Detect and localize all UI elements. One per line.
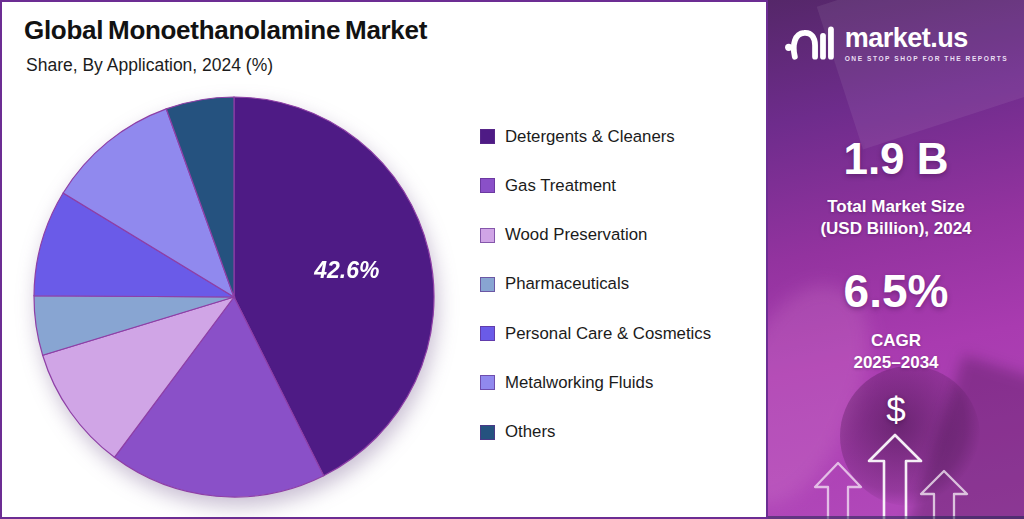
market-us-logo-icon: [784, 24, 836, 62]
legend-label: Pharmaceuticals: [505, 274, 629, 294]
legend-label: Others: [505, 422, 555, 442]
cagr-label: CAGR 2025–2034: [768, 330, 1024, 374]
legend-item: Gas Treatment: [480, 177, 711, 194]
market-size-label: Total Market Size (USD Billion), 2024: [768, 196, 1024, 240]
chart-legend: Detergents & Cleaners Gas Treatment Wood P…: [480, 128, 711, 473]
legend-swatch: [480, 178, 495, 193]
legend-item: Others: [480, 424, 711, 441]
legend-swatch: [480, 228, 495, 243]
market-us-logo: market.us ONE STOP SHOP FOR THE REPORTS: [768, 24, 1024, 62]
legend-swatch: [480, 326, 495, 341]
legend-item: Pharmaceuticals: [480, 276, 711, 293]
legend-label: Personal Care & Cosmetics: [505, 324, 711, 344]
legend-swatch: [480, 425, 495, 440]
legend-label: Detergents & Cleaners: [505, 127, 675, 147]
legend-swatch: [480, 129, 495, 144]
legend-label: Metalworking Fluids: [505, 373, 653, 393]
legend-item: Detergents & Cleaners: [480, 128, 711, 145]
legend-item: Metalworking Fluids: [480, 374, 711, 391]
legend-label: Gas Treatment: [505, 176, 616, 196]
legend-swatch: [480, 375, 495, 390]
brand-name: market.us: [845, 25, 1009, 52]
legend-label: Wood Preservation: [505, 225, 647, 245]
brand-sidebar: market.us ONE STOP SHOP FOR THE REPORTS …: [768, 0, 1024, 519]
legend-item: Personal Care & Cosmetics: [480, 325, 711, 342]
page-title: Global Monoethanolamine Market: [24, 15, 427, 46]
dollar-icon: $: [768, 390, 1024, 430]
page-subtitle: Share, By Application, 2024 (%): [26, 55, 273, 76]
cagr-value: 6.5%: [768, 264, 1024, 318]
chart-panel: Global Monoethanolamine Market Share, By…: [0, 0, 768, 519]
brand-tagline: ONE STOP SHOP FOR THE REPORTS: [845, 55, 1009, 62]
pie-chart: 42.6%: [29, 91, 439, 503]
growth-arrows-icon: [768, 431, 1024, 519]
market-size-value: 1.9 B: [768, 134, 1024, 184]
pie-chart-svg: 42.6%: [29, 91, 439, 503]
pie-slice-value-label: 42.6%: [313, 257, 379, 283]
legend-item: Wood Preservation: [480, 227, 711, 244]
legend-swatch: [480, 277, 495, 292]
